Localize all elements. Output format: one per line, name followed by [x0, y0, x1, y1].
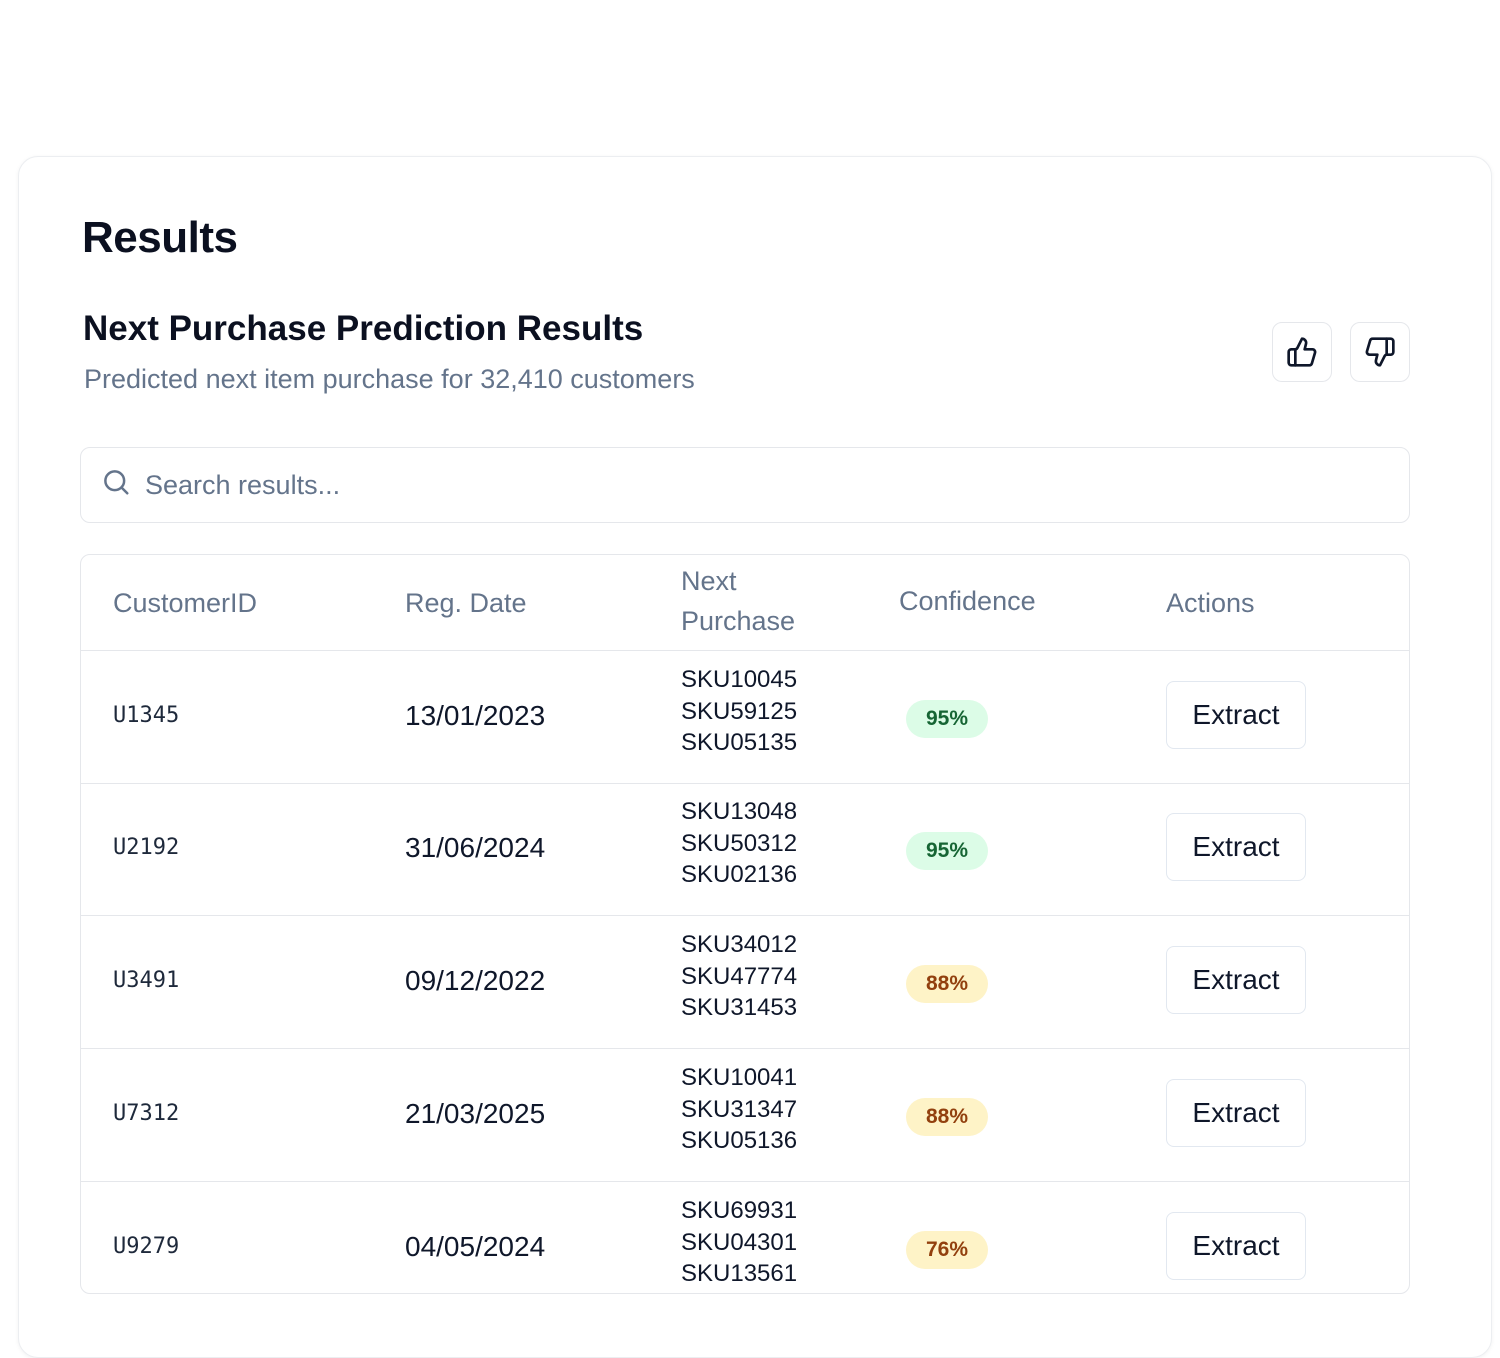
reg-date-cell: 04/05/2024: [405, 1231, 546, 1262]
column-header-customer-id: CustomerID: [113, 588, 258, 618]
extract-button[interactable]: Extract: [1166, 681, 1306, 749]
customer-id-cell: U1345: [113, 703, 180, 728]
table-row: U2192 31/06/2024 SKU13048 SKU50312 SKU02136 9…: [81, 782, 1409, 916]
sku-item: SKU13048: [681, 798, 798, 825]
search-input[interactable]: Search results...: [145, 470, 341, 500]
thumbs-down-icon: [1365, 337, 1395, 367]
sku-item: SKU47774: [681, 962, 798, 990]
confidence-badge: 76%: [906, 1231, 989, 1269]
sku-item: SKU31453: [681, 994, 798, 1021]
reg-date-cell: 13/01/2023: [405, 700, 546, 731]
extract-button[interactable]: Extract: [1166, 1079, 1306, 1147]
customer-id-cell: U2192: [113, 835, 180, 860]
customer-id-cell: U7312: [113, 1101, 180, 1126]
confidence-badge: 95%: [906, 832, 989, 870]
next-purchase-cell: SKU13048 SKU50312 SKU02136: [681, 796, 797, 891]
table-row: U1345 13/01/2023 SKU10045 SKU59125 SKU05135 9…: [81, 650, 1409, 784]
panel-title: Next Purchase Prediction Results: [83, 309, 644, 348]
sku-item: SKU31347: [681, 1095, 798, 1123]
confidence-badge: 95%: [906, 700, 989, 738]
next-purchase-cell: SKU10045 SKU59125 SKU05135: [681, 664, 797, 759]
sku-item: SKU05135: [681, 729, 798, 756]
confidence-badge: 88%: [906, 965, 989, 1003]
extract-button[interactable]: Extract: [1166, 813, 1306, 881]
customer-id-cell: U3491: [113, 968, 180, 993]
table-row: U3491 09/12/2022 SKU34012 SKU47774 SKU31453 8…: [81, 915, 1409, 1049]
sku-item: SKU05136: [681, 1127, 798, 1154]
customer-id-cell: U9279: [113, 1234, 180, 1259]
extract-button[interactable]: Extract: [1166, 1212, 1306, 1280]
sku-item: SKU10045: [681, 666, 798, 693]
results-table: CustomerID Reg. Date Next Purchase Confi…: [80, 554, 1410, 1294]
thumbs-up-icon: [1287, 337, 1317, 367]
column-header-confidence: Confidence: [899, 586, 1036, 616]
search-icon: [104, 470, 129, 495]
search-field[interactable]: Search results...: [80, 447, 1410, 523]
next-purchase-cell: SKU34012 SKU47774 SKU31453: [681, 929, 797, 1024]
column-header-actions: Actions: [1166, 588, 1255, 618]
extract-button[interactable]: Extract: [1166, 946, 1306, 1014]
sku-item: SKU34012: [681, 931, 798, 958]
thumbs-down-button[interactable]: [1350, 322, 1410, 382]
page-title: Results: [82, 213, 238, 262]
sku-item: SKU02136: [681, 861, 798, 888]
table-row: U9279 04/05/2024 SKU69931 SKU04301 SKU13561 7…: [81, 1181, 1409, 1293]
reg-date-cell: 21/03/2025: [405, 1098, 546, 1129]
next-purchase-cell: SKU10041 SKU31347 SKU05136: [681, 1062, 797, 1157]
confidence-badge: 88%: [906, 1098, 989, 1136]
reg-date-cell: 09/12/2022: [405, 965, 546, 996]
sku-item: SKU69931: [681, 1197, 798, 1224]
results-card: [18, 156, 1492, 1358]
panel-description: Predicted next item purchase for 32,410 …: [84, 364, 695, 394]
sku-item: SKU59125: [681, 697, 798, 725]
table-header: CustomerID Reg. Date Next Purchase Confi…: [81, 555, 1409, 651]
sku-item: SKU04301: [681, 1228, 798, 1256]
sku-item: SKU13561: [681, 1260, 798, 1287]
next-purchase-cell: SKU69931 SKU04301 SKU13561: [681, 1195, 797, 1290]
column-header-next-purchase: Next Purchase: [681, 566, 796, 636]
sku-item: SKU50312: [681, 829, 798, 857]
sku-item: SKU10041: [681, 1064, 798, 1091]
column-header-reg-date: Reg. Date: [405, 588, 527, 618]
thumbs-up-button[interactable]: [1272, 322, 1332, 382]
reg-date-cell: 31/06/2024: [405, 832, 546, 863]
table-row: U7312 21/03/2025 SKU10041 SKU31347 SKU05136 8…: [81, 1048, 1409, 1182]
